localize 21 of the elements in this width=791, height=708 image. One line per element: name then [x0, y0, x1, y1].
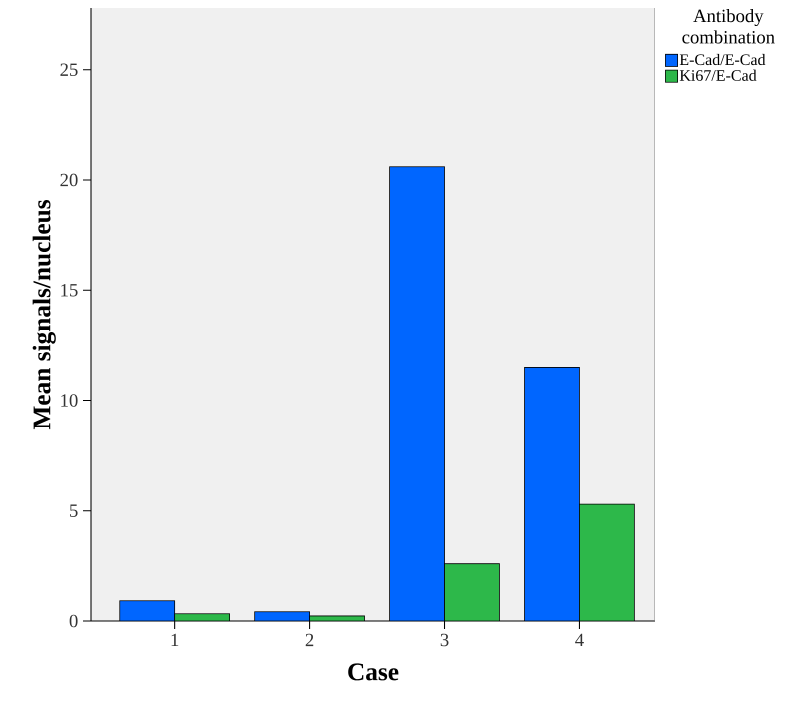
legend-label: Ki67/E-Cad: [680, 70, 756, 81]
y-tick-label: 10: [61, 394, 78, 407]
bar: [524, 367, 580, 621]
bar: [389, 166, 445, 621]
x-tick-label: 4: [575, 634, 584, 646]
y-axis-title: Mean signals/nucleus: [32, 200, 56, 430]
y-tick-label: 25: [60, 63, 78, 76]
bar: [119, 600, 176, 621]
x-tick-label: 3: [440, 634, 448, 646]
y-tick-label: 20: [60, 174, 78, 186]
y-tick-label: 15: [61, 284, 78, 296]
y-tick-label: 5: [70, 504, 78, 517]
y-tick-label: 0: [70, 614, 78, 628]
x-tick-label: 2: [306, 634, 314, 646]
bar: [579, 504, 635, 621]
legend-title: Antibody combination: [682, 9, 775, 44]
bar: [444, 563, 500, 621]
x-tick-label: 1: [172, 634, 178, 646]
x-axis-title: Case: [348, 663, 398, 680]
legend-label: E-Cad/E-Cad: [680, 54, 766, 66]
bar: [254, 612, 310, 621]
